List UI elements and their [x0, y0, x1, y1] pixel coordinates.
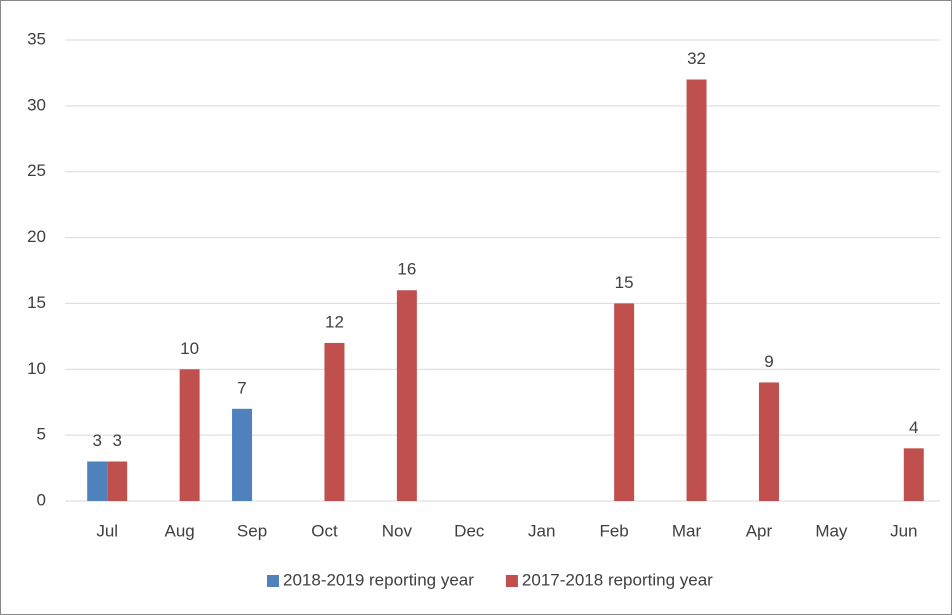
bar — [686, 79, 707, 501]
bar — [232, 408, 253, 501]
data-label: 3 — [92, 431, 101, 450]
x-tick-label: Jun — [890, 521, 917, 540]
data-label: 7 — [237, 378, 246, 397]
data-label: 4 — [909, 418, 918, 437]
legend-label: 2018-2019 reporting year — [283, 570, 474, 589]
data-label: 16 — [397, 260, 416, 279]
x-tick-label: Feb — [599, 521, 628, 540]
y-tick-label: 10 — [27, 359, 46, 378]
x-tick-label: Jan — [528, 521, 555, 540]
bar — [324, 342, 345, 501]
data-label: 32 — [687, 49, 706, 68]
data-label: 3 — [112, 431, 121, 450]
y-tick-label: 15 — [27, 293, 46, 312]
x-tick-label: Mar — [672, 521, 702, 540]
legend-label: 2017-2018 reporting year — [522, 570, 713, 589]
x-tick-label: Dec — [454, 521, 485, 540]
bar — [396, 290, 417, 501]
y-tick-label: 25 — [27, 161, 46, 180]
x-tick-label: May — [815, 521, 848, 540]
data-label: 15 — [615, 273, 634, 292]
y-tick-label: 20 — [27, 227, 46, 246]
x-tick-label: Aug — [165, 521, 195, 540]
x-tick-label: Nov — [382, 521, 413, 540]
x-tick-label: Oct — [311, 521, 338, 540]
x-tick-label: Jul — [96, 521, 118, 540]
data-label: 9 — [764, 352, 773, 371]
bar — [903, 448, 924, 501]
y-tick-label: 5 — [37, 425, 46, 444]
x-tick-label: Sep — [237, 521, 267, 540]
y-tick-label: 35 — [27, 29, 46, 48]
legend-swatch — [505, 575, 518, 587]
data-label: 10 — [180, 339, 199, 358]
bar — [87, 461, 108, 501]
bar — [758, 382, 779, 501]
y-tick-label: 30 — [27, 95, 46, 114]
y-tick-label: 0 — [37, 490, 46, 509]
bar — [614, 303, 635, 501]
bar — [107, 461, 128, 501]
data-label: 12 — [325, 312, 344, 331]
bar — [179, 369, 200, 501]
legend-swatch — [267, 575, 279, 587]
x-tick-label: Apr — [746, 521, 773, 540]
